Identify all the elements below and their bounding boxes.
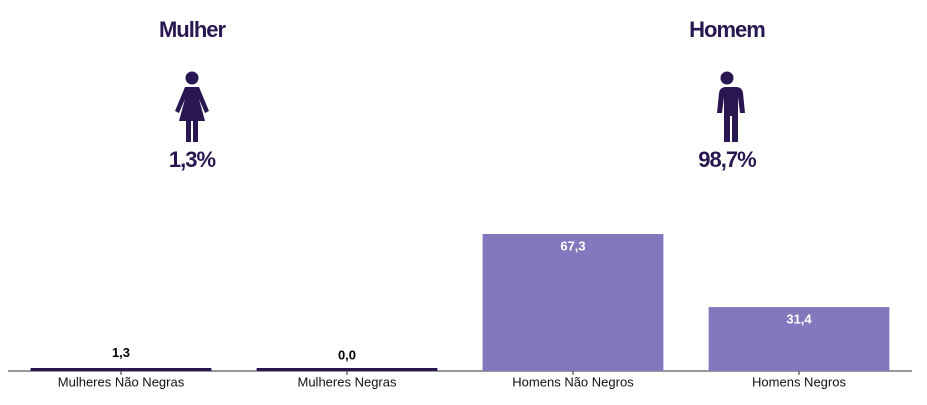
bar [482, 234, 664, 371]
summary-value: 98,7% [698, 147, 756, 172]
summary-value: 1,3% [169, 147, 216, 172]
man-icon [717, 71, 745, 142]
bar [256, 368, 438, 371]
x-tick-label: Homens Não Negros [512, 374, 634, 389]
summary-title: Homem [689, 17, 765, 42]
bar [708, 307, 890, 371]
woman-icon [175, 71, 209, 142]
summary-title: Mulher [159, 17, 227, 42]
value-label: 1,3 [112, 345, 130, 360]
value-label: 31,4 [786, 312, 812, 327]
x-tick-label: Mulheres Não Negras [58, 374, 185, 389]
value-label: 0,0 [338, 347, 356, 362]
bar [30, 368, 212, 371]
x-tick-label: Homens Negros [752, 374, 846, 389]
x-tick-label: Mulheres Negras [298, 374, 397, 389]
value-label: 67,3 [560, 238, 585, 253]
